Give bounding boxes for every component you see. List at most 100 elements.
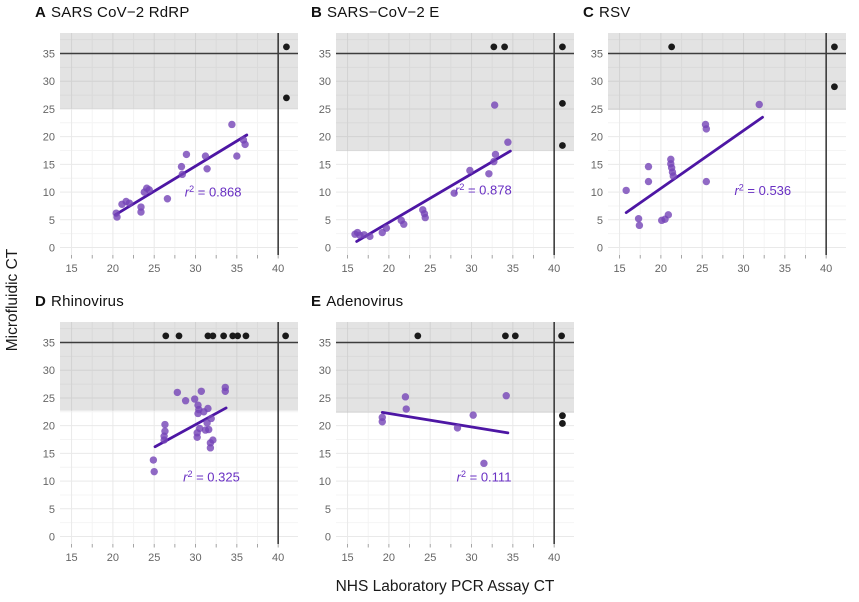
x-tick-label: 20 [107, 552, 119, 564]
excluded-data-point [209, 332, 217, 340]
panel-D-plot: r2 = 0.325 15 20 25 30 35 40 0 5 10 15 20 25 30 35 [43, 322, 298, 564]
excluded-data-point [559, 412, 566, 420]
y-tick-label: 35 [43, 338, 55, 350]
x-tick-label: 15 [65, 552, 77, 564]
panel-virus-name: SARS−CoV−2 E [327, 4, 440, 21]
panel-E-title: E Adenovirus [311, 293, 403, 310]
excluded-data-point [831, 83, 838, 91]
data-point [644, 177, 653, 186]
data-point [161, 420, 169, 429]
gridlines-minor [336, 33, 574, 255]
data-point [181, 397, 190, 405]
data-point [233, 152, 241, 160]
excluded-data-point [162, 332, 170, 340]
x-tick-label: 40 [548, 552, 560, 564]
data-point [178, 170, 187, 179]
panel-A-plot: r2 = 0.868 15 20 25 30 35 40 0 5 10 15 20 25 30 35 [43, 33, 298, 275]
data-point [221, 387, 229, 395]
y-tick-label: 5 [49, 504, 55, 516]
panel-letter: A [35, 4, 47, 21]
y-tick-label: 10 [43, 476, 55, 488]
y-tick-label: 15 [591, 159, 603, 171]
x-axis-title: NHS Laboratory PCR Assay CT [335, 578, 555, 595]
panel-letter: B [311, 4, 323, 21]
data-point [669, 172, 677, 180]
excluded-data-point [502, 332, 509, 340]
data-point [366, 232, 374, 241]
x-tick-label: 30 [465, 552, 477, 564]
threshold-band [336, 322, 574, 413]
data-point [400, 220, 408, 228]
data-point [209, 436, 217, 444]
threshold-band [336, 33, 574, 152]
x-tick-label: 30 [189, 552, 201, 564]
excluded-data-point [175, 332, 183, 340]
panel-virus-name: SARS CoV−2 RdRP [51, 4, 190, 21]
data-point [205, 425, 213, 434]
excluded-data-point [490, 43, 498, 51]
panel-B: B SARS−CoV−2 E r2 = 0.878 15 20 25 30 35 40 0 5 10 1… [310, 2, 582, 290]
y-tick-label: 30 [319, 365, 331, 377]
data-point [241, 140, 249, 149]
x-tick-label: 25 [148, 552, 160, 564]
regression-line [355, 149, 512, 243]
data-point [195, 424, 204, 433]
data-point [125, 199, 134, 207]
x-tick-label: 15 [341, 552, 353, 564]
axis-ticks [71, 544, 279, 548]
y-tick-label: 10 [591, 187, 603, 199]
data-point [466, 166, 474, 175]
y-tick-label: 0 [597, 243, 603, 255]
y-axis-title: Microfluidic CT [4, 248, 21, 352]
axis-ticks [347, 255, 555, 259]
r-squared-label: r2 = 0.325 [183, 469, 240, 485]
x-tick-label: 35 [779, 263, 791, 275]
excluded-data-point [559, 420, 566, 427]
y-tick-label: 30 [591, 76, 603, 88]
excluded-data-point [282, 332, 290, 340]
x-tick-label: 30 [189, 263, 201, 275]
r-squared-label: r2 = 0.868 [185, 184, 242, 200]
data-point [160, 436, 168, 444]
y-tick-label: 0 [325, 532, 331, 544]
y-tick-label: 15 [319, 448, 331, 460]
y-tick-label: 35 [591, 49, 603, 61]
excluded-data-point [559, 43, 566, 51]
x-tick-label: 20 [655, 263, 667, 275]
panel-virus-name: Adenovirus [326, 293, 404, 310]
data-point [469, 411, 477, 419]
regression-line [624, 115, 764, 214]
y-tick-label: 10 [319, 187, 331, 199]
panel-A-title: A SARS CoV−2 RdRP [35, 4, 190, 21]
y-tick-label: 15 [319, 159, 331, 171]
excluded-data-point [242, 332, 250, 340]
excluded-data-point [501, 43, 508, 51]
data-point [644, 162, 653, 171]
data-point [401, 393, 410, 401]
y-tick-label: 25 [319, 104, 331, 116]
data-point [382, 224, 391, 232]
data-point [145, 186, 153, 194]
excluded-data-point [229, 332, 237, 340]
panel-virus-name: RSV [599, 4, 631, 21]
data-point [173, 388, 182, 397]
y-tick-label: 35 [319, 49, 331, 61]
y-tick-label: 0 [325, 243, 331, 255]
data-point [360, 231, 368, 239]
axis-ticks [347, 544, 555, 548]
y-tick-label: 0 [49, 243, 55, 255]
excluded-data-point [234, 332, 242, 340]
data-point [228, 120, 236, 129]
data-point [402, 405, 410, 413]
y-tick-label: 25 [591, 104, 603, 116]
y-tick-label: 20 [591, 132, 603, 144]
x-tick-label: 40 [272, 263, 284, 275]
y-tick-label: 20 [43, 421, 55, 433]
y-tick-label: 5 [597, 215, 603, 227]
x-tick-label: 20 [383, 263, 395, 275]
panel-B-title: B SARS−CoV−2 E [311, 4, 440, 21]
threshold-band [608, 33, 846, 110]
data-point [635, 221, 644, 230]
data-point [480, 459, 488, 468]
data-point [149, 456, 158, 464]
